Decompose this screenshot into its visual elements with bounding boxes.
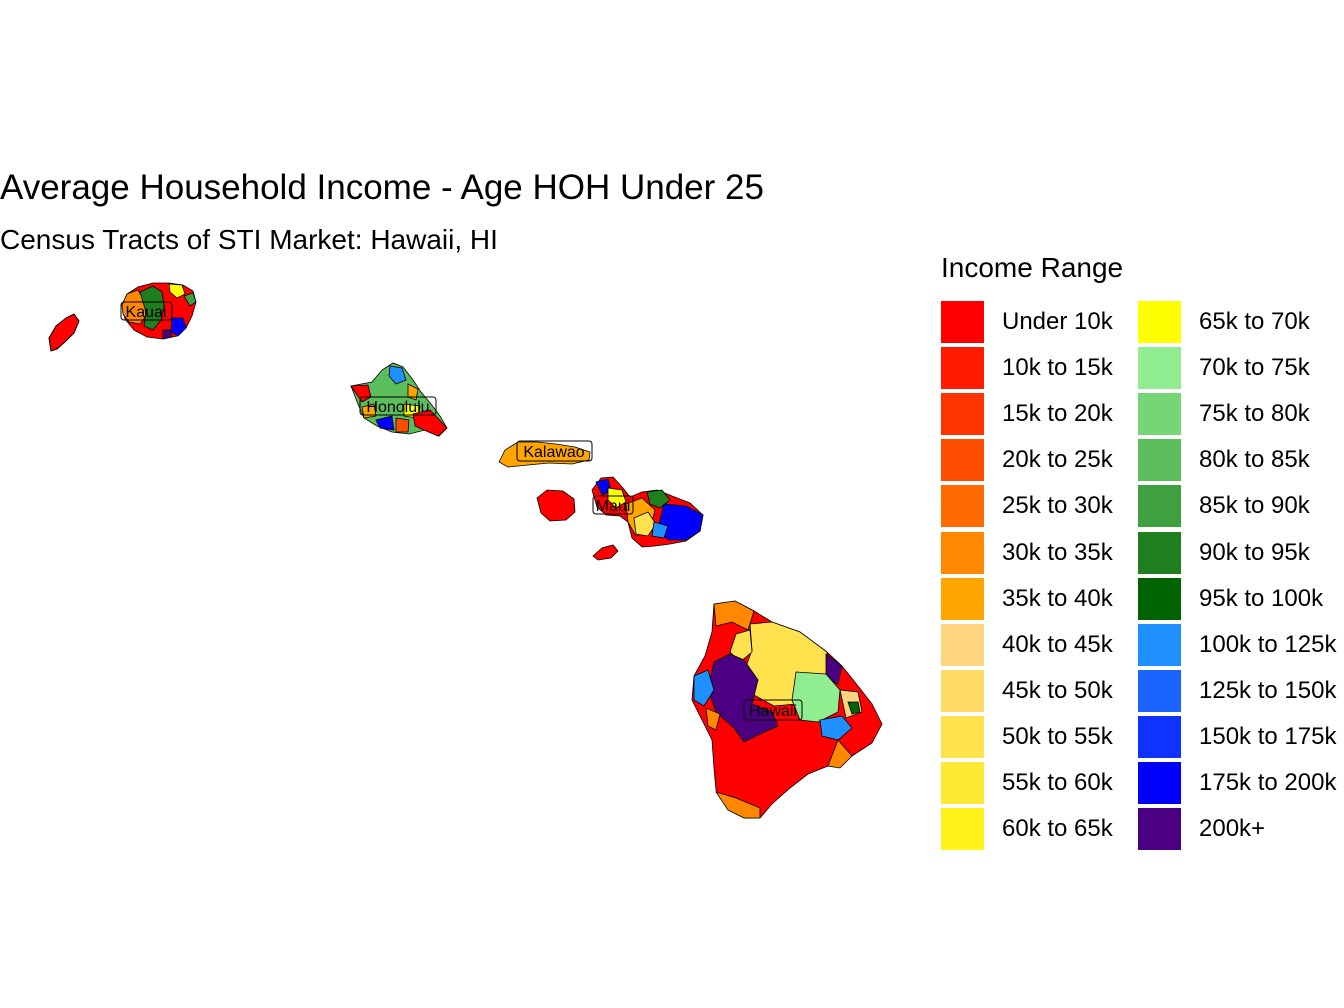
legend-label: 85k to 90k	[1199, 492, 1310, 520]
label-honolulu: Honolulu	[359, 396, 437, 416]
legend-swatch	[941, 762, 984, 804]
legend-label: 45k to 50k	[1002, 676, 1113, 704]
legend-swatch	[941, 301, 984, 343]
label-maui: Maui	[592, 495, 634, 515]
legend-label: 90k to 95k	[1199, 538, 1310, 566]
island-oahu	[350, 362, 448, 437]
legend-label: Under 10k	[1002, 308, 1113, 335]
hawaii-map: Kauai Honolulu Kalawao	[48, 282, 883, 819]
legend-label: 20k to 25k	[1002, 446, 1113, 474]
legend-label: 200k+	[1199, 815, 1266, 843]
legend-swatch	[941, 623, 984, 666]
legend-swatch	[1138, 439, 1181, 482]
svg-text:Hawaii: Hawaii	[749, 703, 797, 720]
island-lanai	[536, 489, 576, 522]
legend-swatch	[941, 393, 984, 436]
legend-swatch	[1138, 762, 1181, 804]
island-kahoolawe	[592, 544, 619, 561]
legend-label: 70k to 75k	[1199, 354, 1310, 382]
legend-label: 75k to 80k	[1199, 400, 1310, 428]
svg-text:Kauai: Kauai	[126, 304, 167, 321]
legend-label: 100k to 125k	[1199, 630, 1337, 658]
legend-label: 60k to 65k	[1002, 815, 1113, 843]
label-hawaii: Hawaii	[743, 699, 803, 721]
legend-label: 35k to 40k	[1002, 584, 1113, 612]
legend-swatch	[941, 347, 984, 390]
legend-swatch	[941, 669, 984, 712]
map-title: Average Household Income - Age HOH Under…	[0, 168, 764, 207]
legend-swatch	[941, 439, 984, 482]
legend-label: 65k to 70k	[1199, 308, 1310, 335]
legend-label: 125k to 150k	[1199, 676, 1337, 704]
map-subtitle: Census Tracts of STI Market: Hawaii, HI	[0, 224, 498, 255]
legend-swatch	[1138, 808, 1181, 851]
legend-swatch	[941, 715, 984, 758]
island-kauai	[121, 282, 197, 340]
legend-label: 40k to 45k	[1002, 630, 1113, 658]
legend-swatch	[1138, 577, 1181, 620]
legend-label: 80k to 85k	[1199, 446, 1310, 474]
legend-swatch	[1138, 669, 1181, 712]
legend-label: 10k to 15k	[1002, 354, 1113, 382]
legend-label: 175k to 200k	[1199, 769, 1337, 796]
legend-label: 30k to 35k	[1002, 538, 1113, 566]
legend-swatch	[1138, 531, 1181, 574]
legend-swatch	[941, 485, 984, 528]
legend-label: 50k to 55k	[1002, 722, 1113, 750]
legend-label: 55k to 60k	[1002, 769, 1113, 796]
legend-swatch	[1138, 393, 1181, 436]
legend-swatch	[941, 531, 984, 574]
legend-label: 25k to 30k	[1002, 492, 1113, 520]
island-niihau	[48, 313, 80, 352]
legend-swatch	[941, 577, 984, 620]
legend-swatch	[1138, 301, 1181, 343]
legend-swatch	[1138, 623, 1181, 666]
legend-title: Income Range	[941, 252, 1124, 283]
legend-swatch	[941, 808, 984, 851]
svg-text:Kalawao: Kalawao	[523, 444, 584, 461]
legend-label: 150k to 175k	[1199, 722, 1337, 750]
label-kalawao: Kalawao	[516, 440, 593, 462]
legend-swatch	[1138, 347, 1181, 390]
svg-text:Maui: Maui	[596, 498, 631, 515]
legend-label: 15k to 20k	[1002, 400, 1113, 428]
svg-text:Honolulu: Honolulu	[366, 399, 429, 416]
label-kauai: Kauai	[120, 301, 173, 321]
legend-label: 95k to 100k	[1199, 584, 1324, 612]
legend-swatch	[1138, 715, 1181, 758]
legend-swatch	[1138, 485, 1181, 528]
